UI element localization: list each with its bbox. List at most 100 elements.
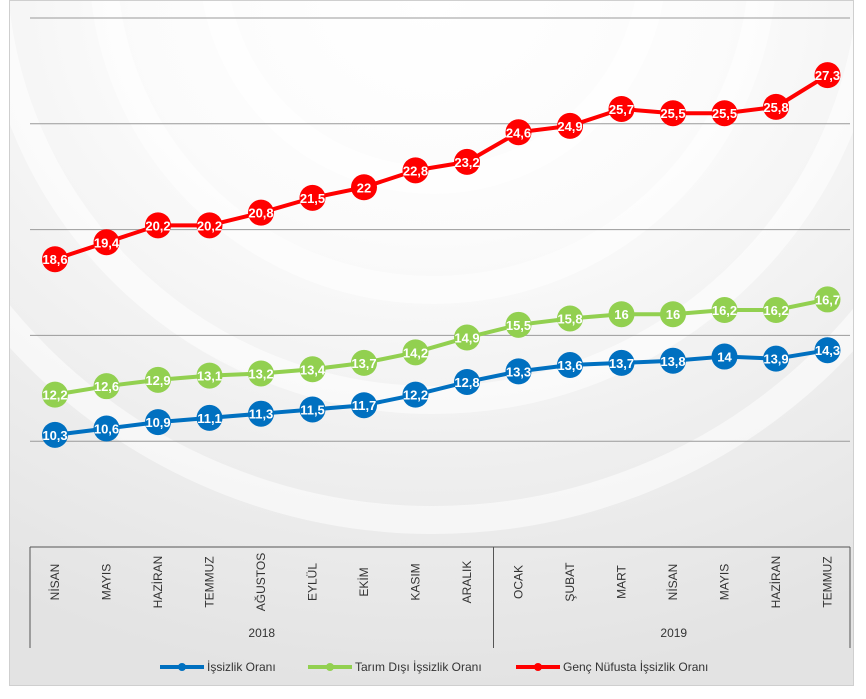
x-tick-label: EYLÜL xyxy=(306,563,320,601)
x-tick-label: AĞUSTOS xyxy=(253,553,268,611)
data-point xyxy=(763,345,789,372)
data-label: 25,5 xyxy=(660,106,685,121)
data-point xyxy=(145,212,171,239)
x-tick-label: KASIM xyxy=(409,563,423,600)
data-point xyxy=(660,100,686,127)
series-line xyxy=(54,348,828,437)
background-arc xyxy=(91,0,775,304)
data-label: 24,6 xyxy=(506,125,531,140)
x-tick-label: ARALIK xyxy=(460,561,474,604)
data-label: 11,7 xyxy=(352,398,377,413)
data-label: 12,8 xyxy=(454,375,479,390)
x-tick-label: NİSAN xyxy=(48,564,62,601)
data-label: 22 xyxy=(357,180,371,195)
legend-marker xyxy=(326,663,334,671)
data-label: 13,3 xyxy=(506,364,531,379)
data-label: 15,5 xyxy=(506,318,531,333)
data-label: 12,6 xyxy=(94,379,119,394)
legend-marker xyxy=(534,663,542,671)
data-point xyxy=(42,421,68,448)
data-point xyxy=(351,174,377,201)
data-label: 10,3 xyxy=(42,428,67,443)
background-arc xyxy=(0,0,866,520)
data-label: 14,2 xyxy=(403,345,428,360)
series-line xyxy=(54,297,828,397)
data-label: 20,8 xyxy=(248,206,273,221)
data-label: 13,9 xyxy=(763,352,788,367)
background-arc xyxy=(0,0,866,400)
background-arcs xyxy=(0,0,866,520)
data-label: 12,2 xyxy=(42,388,67,403)
legend-marker xyxy=(178,663,186,671)
data-point xyxy=(505,119,532,146)
data-point xyxy=(454,324,480,351)
data-label: 13,7 xyxy=(351,356,376,371)
x-tick-label: TEMMUZ xyxy=(821,556,835,607)
x-tick-label: ŞUBAT xyxy=(563,562,577,602)
legend-label: Tarım Dışı İşsizlik Oranı xyxy=(355,660,482,674)
data-label: 16 xyxy=(666,307,680,322)
x-tick-label: MART xyxy=(615,564,629,598)
x-tick-label: MAYIS xyxy=(718,564,732,600)
x-tick-label: MAYIS xyxy=(100,564,114,600)
x-tick-label: HAZİRAN xyxy=(151,556,165,609)
data-point xyxy=(196,212,223,239)
data-label: 10,9 xyxy=(145,415,170,430)
data-label: 13,8 xyxy=(660,354,685,369)
data-label: 13,4 xyxy=(300,362,326,377)
x-tick-label: EKİM xyxy=(357,567,371,596)
data-label: 14,3 xyxy=(815,343,840,358)
data-label: 22,8 xyxy=(403,163,428,178)
data-point xyxy=(402,157,429,184)
data-label: 10,6 xyxy=(94,422,119,437)
series-line xyxy=(54,73,829,262)
data-label: 11,5 xyxy=(300,402,325,417)
data-point xyxy=(660,301,686,328)
data-point xyxy=(454,368,480,395)
data-label: 20,2 xyxy=(197,218,222,233)
data-label: 16,7 xyxy=(815,292,840,307)
data-label: 21,5 xyxy=(300,191,325,206)
data-point xyxy=(814,286,841,313)
legend-label: İşsizlik Oranı xyxy=(207,660,276,674)
data-label: 23,2 xyxy=(454,155,479,170)
data-label: 25,8 xyxy=(763,100,788,115)
data-label: 16,2 xyxy=(712,303,737,318)
data-label: 25,5 xyxy=(712,106,737,121)
data-point xyxy=(402,339,429,366)
data-label: 13,2 xyxy=(248,366,273,381)
data-point xyxy=(711,100,738,127)
data-point xyxy=(93,373,120,400)
group-label: 2019 xyxy=(660,626,687,640)
data-label: 27,3 xyxy=(815,68,840,83)
data-point xyxy=(351,392,377,419)
x-tick-label: OCAK xyxy=(512,565,526,599)
data-label: 18,6 xyxy=(42,252,67,267)
data-point xyxy=(505,358,532,385)
data-point xyxy=(299,356,326,383)
data-label: 14 xyxy=(717,350,732,365)
data-point xyxy=(93,415,120,442)
data-point xyxy=(351,349,377,376)
data-label: 20,2 xyxy=(145,218,170,233)
data-point xyxy=(454,148,480,175)
chart-border xyxy=(9,0,854,686)
data-point xyxy=(299,184,326,211)
data-label: 11,1 xyxy=(197,411,222,426)
data-point xyxy=(763,297,789,324)
data-point xyxy=(763,93,789,120)
data-label: 13,1 xyxy=(197,369,222,384)
data-point xyxy=(145,366,171,393)
group-label: 2018 xyxy=(248,626,275,640)
data-point xyxy=(299,396,326,423)
data-point xyxy=(248,199,274,226)
data-point xyxy=(196,404,223,431)
data-point xyxy=(814,62,841,89)
series-markers: 10,3 10,6 10,9 11,1 11,3 11,5 11,7 12,2 12,8 13,3… xyxy=(42,62,841,448)
data-label: 12,2 xyxy=(403,388,428,403)
data-label: 12,9 xyxy=(145,373,170,388)
data-label: 13,6 xyxy=(557,358,582,373)
data-point xyxy=(145,409,171,436)
data-point xyxy=(42,246,68,273)
legend-label: Genç Nüfusta İşsizlik Oranı xyxy=(563,660,708,674)
